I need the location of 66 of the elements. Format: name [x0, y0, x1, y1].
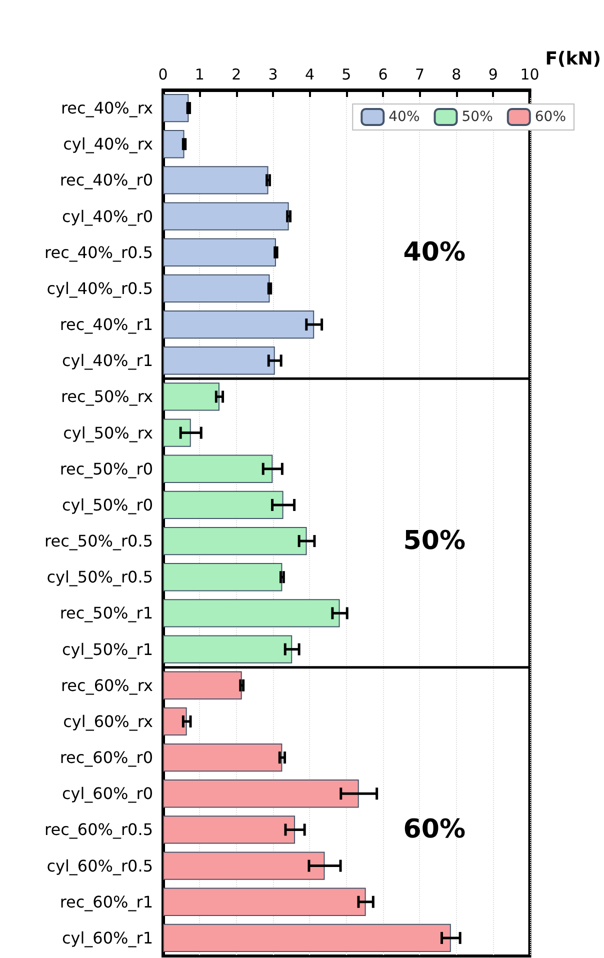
y-tick-label: rec_50%_r1	[60, 604, 153, 623]
x-tick-label: 6	[378, 66, 388, 84]
x-tick-label: 9	[488, 66, 498, 84]
y-tick-label: rec_40%_r0	[60, 170, 153, 190]
legend-label: 40%	[388, 109, 420, 125]
y-tick-label: rec_60%_rx	[60, 676, 153, 695]
y-tick-label: cyl_50%_r0	[62, 495, 153, 514]
y-tick-label: cyl_40%_r0.5	[46, 278, 153, 298]
annotation: 50%	[403, 526, 466, 556]
x-tick-label: 3	[268, 66, 278, 84]
y-tick-label: cyl_40%_r0	[62, 206, 153, 226]
x-tick-label: 7	[414, 66, 425, 84]
y-tick-label: cyl_60%_r0	[62, 784, 153, 804]
y-tick-label: cyl_50%_rx	[63, 423, 153, 442]
y-tick-label: rec_50%_rx	[60, 387, 153, 406]
bar	[163, 238, 276, 266]
bar	[163, 310, 314, 339]
bar	[163, 707, 187, 736]
x-tick-label: 1	[194, 66, 204, 84]
y-tick-label: rec_60%_r0	[60, 748, 153, 768]
x-tick-label: 0	[158, 66, 168, 84]
bar	[163, 202, 289, 230]
annotation: 40%	[403, 237, 466, 268]
y-tick-label: rec_60%_r0.5	[44, 820, 153, 840]
x-tick-label: 10	[520, 66, 540, 84]
bar	[163, 780, 359, 808]
bar	[163, 418, 191, 447]
bar	[163, 635, 292, 664]
bar	[163, 924, 451, 952]
bar	[163, 888, 366, 916]
bar	[163, 166, 268, 194]
y-tick-label: cyl_40%_rx	[63, 134, 153, 154]
y-tick-label: rec_50%_r0	[60, 459, 153, 478]
bar	[163, 346, 275, 375]
bar	[163, 490, 284, 520]
y-tick-label: cyl_60%_rx	[63, 712, 153, 731]
x-tick-label: 2	[232, 66, 242, 84]
x-tick-label: 5	[342, 66, 352, 84]
y-tick-label: cyl_40%_r1	[62, 351, 153, 370]
bar	[163, 816, 296, 844]
y-tick-label: cyl_50%_r0.5	[46, 568, 153, 587]
bar	[163, 563, 282, 592]
bar	[163, 526, 307, 556]
y-tick-label: cyl_50%_r1	[62, 640, 153, 659]
x-tick-label: 4	[304, 66, 314, 84]
bar	[163, 94, 189, 122]
y-tick-label: rec_60%_r1	[60, 892, 153, 912]
bar	[163, 671, 242, 700]
x-tick-label: 8	[452, 66, 462, 84]
y-tick-label: rec_40%_rx	[60, 98, 153, 118]
y-tick-label: cyl_60%_r1	[62, 928, 153, 948]
y-tick-label: rec_40%_r1	[60, 315, 153, 334]
bar	[163, 382, 220, 411]
legend-label: 50%	[462, 109, 493, 125]
bar	[163, 852, 325, 880]
bar	[163, 130, 184, 158]
y-tick-label: rec_50%_r0.5	[44, 532, 153, 551]
bar	[163, 454, 273, 483]
y-tick-label: rec_40%_r0.5	[44, 242, 153, 262]
bar	[163, 743, 282, 772]
bar	[163, 274, 270, 303]
bar	[163, 599, 340, 628]
y-tick-label: cyl_60%_r0.5	[46, 856, 153, 876]
legend-label: 60%	[534, 109, 566, 125]
annotation: 60%	[403, 814, 466, 845]
x-axis-title: F(kN)	[545, 48, 601, 70]
